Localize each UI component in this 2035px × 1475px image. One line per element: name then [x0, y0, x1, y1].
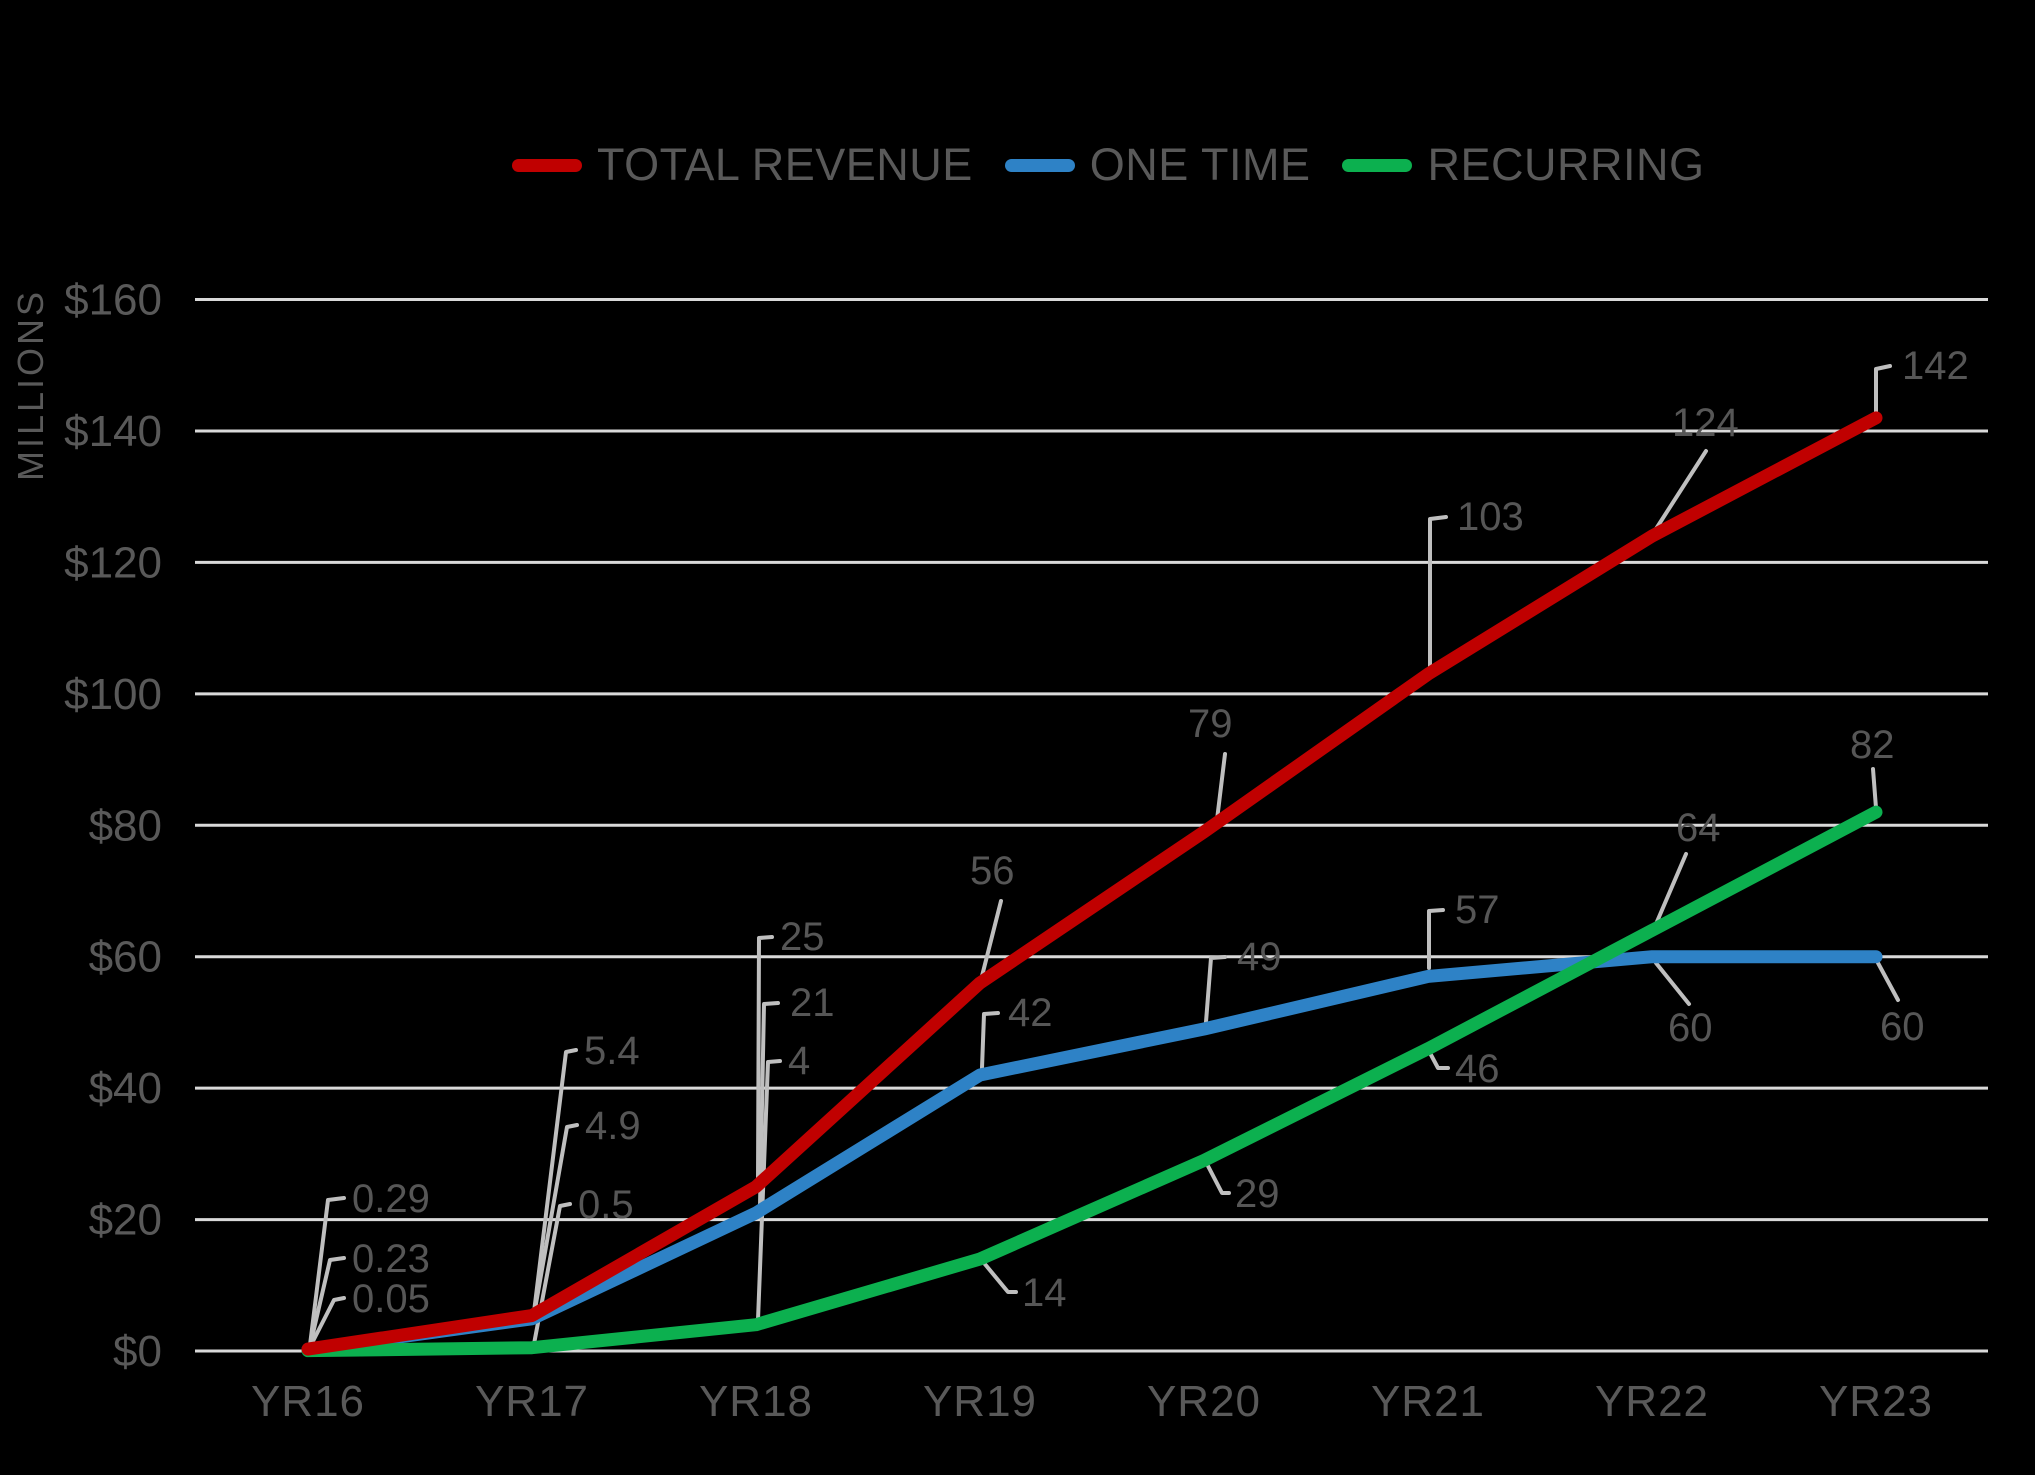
legend-item-one-time: ONE TIME: [1004, 139, 1311, 191]
legend-swatch-recurring: [1342, 158, 1413, 172]
leader-line: [982, 1261, 1018, 1294]
data-label: 5.4: [584, 1029, 640, 1073]
x-category-label: YR22: [1595, 1377, 1709, 1426]
data-label: 56: [970, 849, 1015, 893]
leader-line: [1204, 955, 1227, 1024]
leader-line: [1428, 1051, 1450, 1070]
leader-line: [980, 899, 1003, 978]
x-category-label: YR20: [1147, 1377, 1261, 1426]
y-tick-label: $40: [89, 1064, 162, 1113]
data-label: 142: [1902, 344, 1969, 388]
data-label: 103: [1457, 495, 1524, 539]
data-label: 4.9: [585, 1104, 641, 1148]
leader-line: [1428, 515, 1448, 672]
legend-swatch-total-revenue: [512, 158, 582, 172]
legend-label-recurring: RECURRING: [1427, 139, 1705, 190]
data-label: 124: [1672, 401, 1739, 445]
leader-line: [756, 935, 774, 1182]
leader-line: [1654, 961, 1691, 1006]
y-tick-label: $100: [64, 670, 162, 719]
series-line-recurring: [301, 805, 1883, 1358]
data-label: 46: [1455, 1047, 1500, 1091]
y-tick-label: $60: [89, 933, 162, 982]
leader-line: [308, 1196, 346, 1347]
series-line-total-revenue: [301, 411, 1883, 1356]
data-label: 60: [1880, 1005, 1925, 1049]
data-label: 42: [1008, 991, 1053, 1035]
leader-line: [308, 1256, 346, 1348]
data-label: 0.29: [352, 1177, 430, 1221]
legend-label-total-revenue: TOTAL REVENUE: [597, 139, 973, 190]
y-tick-label: $20: [89, 1196, 162, 1245]
leader-line: [1874, 364, 1892, 414]
leader-line: [1652, 449, 1708, 534]
leader-line: [1654, 852, 1688, 926]
data-label: 29: [1235, 1172, 1280, 1216]
data-label: 21: [790, 981, 835, 1025]
leader-line: [308, 1296, 346, 1349]
y-tick-label: $0: [113, 1327, 162, 1376]
data-label: 79: [1188, 702, 1233, 746]
leader-line: [758, 1001, 780, 1208]
data-label: 60: [1668, 1006, 1713, 1050]
legend-item-recurring: RECURRING: [1342, 139, 1704, 191]
legend-item-total-revenue: TOTAL REVENUE: [512, 139, 973, 191]
data-label: 25: [780, 915, 825, 959]
y-tick-label: $80: [89, 801, 162, 850]
leader-line: [1876, 961, 1900, 1002]
y-tick-label: $140: [64, 407, 162, 456]
leader-line: [980, 1011, 1000, 1070]
y-tick-label: $160: [64, 276, 162, 325]
data-label: 0.23: [352, 1237, 430, 1281]
x-category-label: YR21: [1371, 1377, 1485, 1426]
x-category-label: YR19: [923, 1377, 1037, 1426]
legend-label-one-time: ONE TIME: [1089, 139, 1311, 190]
leader-line: [756, 1059, 782, 1322]
leader-line: [1206, 1164, 1231, 1195]
y-axis-title: MILLIONS: [10, 288, 51, 482]
data-label: 49: [1237, 935, 1282, 979]
leader-line: [532, 1048, 578, 1314]
x-category-label: YR18: [699, 1377, 813, 1426]
data-label: 4: [788, 1039, 810, 1083]
x-category-label: YR23: [1819, 1377, 1933, 1426]
data-label: 0.5: [578, 1183, 634, 1227]
leader-line: [1427, 908, 1445, 970]
leader-line: [532, 1202, 572, 1346]
data-label: 57: [1455, 888, 1500, 932]
leader-line: [1871, 767, 1878, 810]
legend-swatch-one-time: [1004, 158, 1075, 172]
legend: TOTAL REVENUE ONE TIME RECURRING: [512, 139, 1704, 191]
leader-line: [532, 1123, 579, 1317]
x-category-label: YR17: [475, 1377, 589, 1426]
x-category-label: YR16: [251, 1377, 365, 1426]
data-label: 82: [1850, 723, 1895, 767]
data-label: 0.05: [352, 1277, 430, 1321]
data-label: 64: [1676, 806, 1721, 850]
y-tick-label: $120: [64, 538, 162, 587]
data-label: 14: [1022, 1271, 1067, 1315]
